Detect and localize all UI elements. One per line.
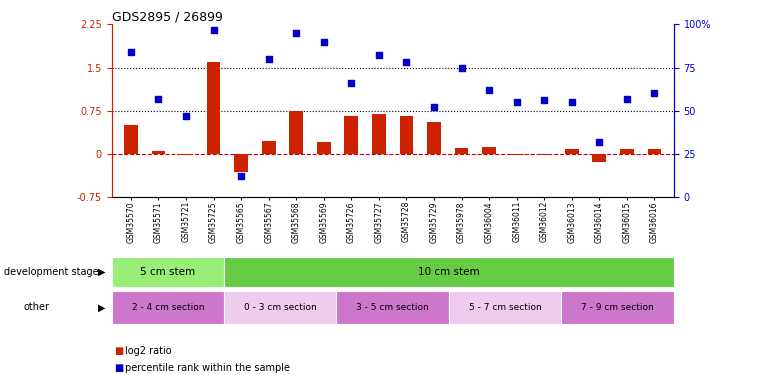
Text: percentile rank within the sample: percentile rank within the sample [125, 363, 290, 373]
Bar [290, 111, 303, 154]
Point [290, 30, 303, 36]
Point [566, 99, 578, 105]
Point [648, 90, 661, 96]
Point [152, 96, 165, 102]
Bar [455, 148, 468, 154]
Bar [344, 116, 358, 154]
Text: 7 - 9 cm section: 7 - 9 cm section [581, 303, 654, 312]
Bar [620, 149, 634, 154]
Text: GDS2895 / 26899: GDS2895 / 26899 [112, 10, 223, 23]
Bar [400, 116, 413, 154]
Text: log2 ratio: log2 ratio [125, 346, 172, 355]
Point [511, 99, 523, 105]
Bar [224, 257, 674, 287]
Text: 5 - 7 cm section: 5 - 7 cm section [469, 303, 541, 312]
Text: 5 cm stem: 5 cm stem [140, 267, 196, 277]
Bar [648, 149, 661, 154]
Bar [262, 141, 276, 154]
Point [207, 27, 219, 33]
Bar [234, 154, 248, 172]
Bar [561, 291, 674, 324]
Text: ▶: ▶ [98, 303, 105, 312]
Bar [179, 154, 193, 155]
Bar [206, 62, 220, 154]
Bar [336, 291, 449, 324]
Point [345, 80, 357, 86]
Text: 10 cm stem: 10 cm stem [418, 267, 480, 277]
Bar [592, 154, 606, 162]
Text: ■: ■ [114, 346, 123, 355]
Text: development stage: development stage [4, 267, 99, 277]
Bar [449, 291, 561, 324]
Text: 3 - 5 cm section: 3 - 5 cm section [357, 303, 429, 312]
Point [621, 96, 633, 102]
Bar [510, 154, 524, 155]
Point [235, 173, 247, 179]
Point [125, 49, 137, 55]
Text: ■: ■ [114, 363, 123, 373]
Point [538, 97, 551, 103]
Bar [372, 114, 386, 154]
Text: 2 - 4 cm section: 2 - 4 cm section [132, 303, 204, 312]
Bar [317, 142, 330, 154]
Point [180, 113, 192, 119]
Text: ▶: ▶ [98, 267, 105, 277]
Point [455, 64, 467, 70]
Bar [224, 291, 336, 324]
Bar [427, 122, 441, 154]
Bar [112, 291, 224, 324]
Bar [565, 149, 579, 154]
Bar [537, 154, 551, 155]
Point [263, 56, 275, 62]
Point [483, 87, 495, 93]
Bar [124, 125, 138, 154]
Text: other: other [23, 303, 49, 312]
Bar [112, 257, 224, 287]
Point [593, 139, 605, 145]
Bar [152, 151, 166, 154]
Point [318, 39, 330, 45]
Point [400, 59, 413, 65]
Point [428, 104, 440, 110]
Text: 0 - 3 cm section: 0 - 3 cm section [244, 303, 316, 312]
Bar [482, 147, 496, 154]
Point [373, 53, 385, 58]
